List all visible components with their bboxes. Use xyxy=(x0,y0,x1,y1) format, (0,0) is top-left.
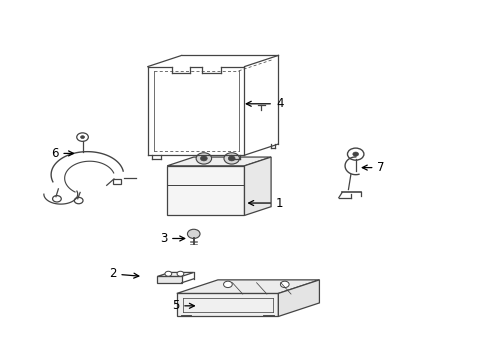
Text: 6: 6 xyxy=(51,147,73,160)
Text: 4: 4 xyxy=(246,97,283,110)
Text: 7: 7 xyxy=(362,161,384,174)
Text: 1: 1 xyxy=(248,197,283,210)
Polygon shape xyxy=(167,157,270,166)
Polygon shape xyxy=(177,293,278,316)
Bar xyxy=(112,179,121,184)
Circle shape xyxy=(196,153,211,164)
Circle shape xyxy=(224,153,239,164)
Polygon shape xyxy=(278,280,319,316)
Circle shape xyxy=(177,271,183,276)
Polygon shape xyxy=(157,276,181,283)
Circle shape xyxy=(223,281,232,288)
Circle shape xyxy=(81,136,84,139)
Polygon shape xyxy=(244,157,270,215)
Text: 5: 5 xyxy=(171,299,194,312)
Polygon shape xyxy=(177,280,319,293)
Circle shape xyxy=(280,281,288,288)
Circle shape xyxy=(352,152,358,156)
Circle shape xyxy=(228,156,235,161)
Polygon shape xyxy=(167,166,244,215)
Polygon shape xyxy=(157,273,193,276)
Text: 2: 2 xyxy=(109,267,139,280)
Circle shape xyxy=(187,229,200,238)
Text: 3: 3 xyxy=(160,232,184,245)
Circle shape xyxy=(200,156,207,161)
Circle shape xyxy=(164,271,171,276)
